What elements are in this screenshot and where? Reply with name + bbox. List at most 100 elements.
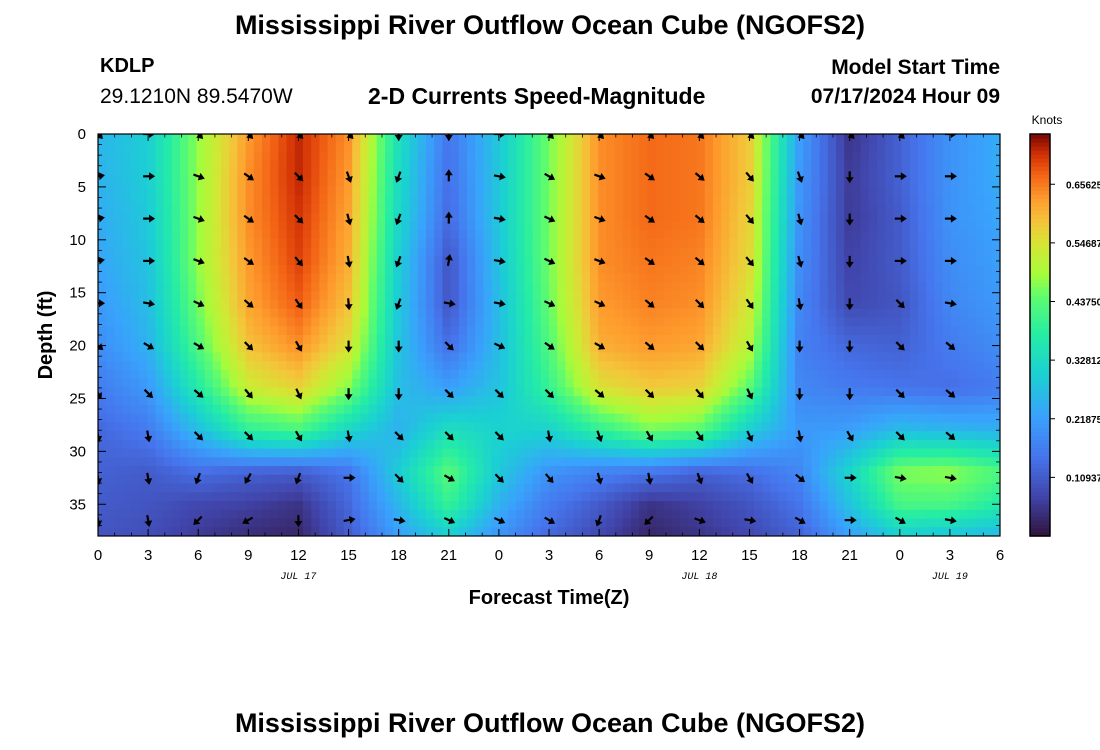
heatmap-cell bbox=[352, 177, 361, 188]
heatmap-cell bbox=[270, 134, 279, 144]
heatmap-cell bbox=[795, 361, 804, 371]
heatmap-cell bbox=[811, 221, 821, 231]
heatmap-cell bbox=[762, 273, 771, 284]
heatmap-cell bbox=[901, 151, 911, 161]
heatmap-cell bbox=[991, 474, 1000, 485]
heatmap-cell bbox=[524, 300, 534, 310]
heatmap-cell bbox=[516, 501, 525, 511]
heatmap-cell bbox=[557, 273, 566, 284]
heatmap-cell bbox=[565, 483, 575, 493]
heatmap-cell bbox=[622, 247, 632, 257]
heatmap-cell bbox=[762, 238, 771, 249]
heatmap-cell bbox=[385, 151, 394, 161]
heatmap-cell bbox=[901, 361, 911, 371]
heatmap-cell bbox=[581, 369, 591, 380]
heatmap-cell bbox=[770, 221, 780, 231]
heatmap-cell bbox=[557, 483, 566, 493]
heatmap-cell bbox=[114, 230, 124, 240]
heatmap-cell bbox=[721, 177, 730, 188]
heatmap-cell bbox=[639, 518, 648, 528]
heatmap-cell bbox=[516, 483, 525, 493]
heatmap-cell bbox=[885, 265, 894, 275]
heatmap-cell bbox=[770, 186, 780, 196]
heatmap-cell bbox=[524, 291, 534, 301]
heatmap-cell bbox=[286, 317, 296, 327]
heatmap-cell bbox=[721, 343, 730, 354]
heatmap-cell bbox=[926, 273, 935, 284]
heatmap-cell bbox=[352, 335, 361, 345]
heatmap-cell bbox=[540, 256, 550, 266]
heatmap-cell bbox=[622, 466, 632, 476]
heatmap-cell bbox=[688, 369, 698, 380]
heatmap-cell bbox=[909, 308, 919, 319]
heatmap-cell bbox=[918, 492, 927, 502]
heatmap-cell bbox=[565, 361, 575, 371]
heatmap-cell bbox=[918, 457, 927, 467]
heatmap-cell bbox=[721, 282, 730, 292]
heatmap-cell bbox=[270, 195, 279, 205]
heatmap-cell bbox=[983, 378, 993, 389]
heatmap-cell bbox=[286, 230, 296, 240]
heatmap-cell bbox=[737, 134, 747, 144]
heatmap-cell bbox=[114, 177, 124, 188]
heatmap-cell bbox=[926, 413, 935, 423]
heatmap-cell bbox=[360, 265, 370, 275]
heatmap-cell bbox=[229, 265, 238, 275]
heatmap-cell bbox=[409, 501, 419, 511]
heatmap-cell bbox=[934, 186, 944, 196]
heatmap-cell bbox=[196, 221, 206, 231]
heatmap-cell bbox=[147, 404, 156, 415]
heatmap-cell bbox=[221, 195, 230, 205]
heatmap-cell bbox=[319, 134, 329, 144]
heatmap-cell bbox=[122, 282, 132, 292]
heatmap-cell bbox=[614, 378, 624, 389]
heatmap-cell bbox=[737, 518, 747, 528]
heatmap-cell bbox=[762, 501, 771, 511]
heatmap-cell bbox=[918, 396, 927, 406]
heatmap-cell bbox=[655, 168, 665, 179]
heatmap-cell bbox=[286, 308, 296, 319]
heatmap-cell bbox=[122, 203, 132, 214]
heatmap-cell bbox=[426, 361, 435, 371]
heatmap-cell bbox=[434, 457, 443, 467]
heatmap-cell bbox=[819, 160, 829, 170]
heatmap-cell bbox=[360, 230, 370, 240]
heatmap-cell bbox=[803, 396, 812, 406]
heatmap-cell bbox=[959, 466, 968, 476]
heatmap-cell bbox=[475, 265, 484, 275]
heatmap-cell bbox=[827, 273, 837, 284]
heatmap-cell bbox=[565, 265, 575, 275]
heatmap-cell bbox=[663, 474, 673, 485]
heatmap-cell bbox=[319, 317, 329, 327]
heatmap-cell bbox=[180, 352, 189, 362]
heatmap-cell bbox=[581, 212, 591, 222]
heatmap-cell bbox=[762, 265, 771, 275]
heatmap-cell bbox=[196, 177, 206, 188]
heatmap-cell bbox=[901, 335, 911, 345]
heatmap-cell bbox=[795, 151, 804, 161]
heatmap-cell bbox=[180, 378, 189, 389]
heatmap-cell bbox=[655, 335, 665, 345]
heatmap-cell bbox=[893, 431, 903, 441]
heatmap-cell bbox=[385, 142, 394, 153]
heatmap-cell bbox=[852, 439, 862, 450]
heatmap-cell bbox=[983, 439, 993, 450]
heatmap-cell bbox=[778, 151, 788, 161]
heatmap-cell bbox=[114, 448, 124, 458]
heatmap-cell bbox=[549, 352, 558, 362]
heatmap-cell bbox=[745, 160, 755, 170]
heatmap-cell bbox=[311, 518, 320, 528]
heatmap-cell bbox=[663, 134, 673, 144]
heatmap-cell bbox=[868, 168, 878, 179]
heatmap-cell bbox=[852, 300, 862, 310]
heatmap-cell bbox=[786, 431, 796, 441]
heatmap-cell bbox=[540, 300, 550, 310]
heatmap-cell bbox=[311, 221, 320, 231]
heatmap-cell bbox=[942, 291, 952, 301]
heatmap-cell bbox=[368, 212, 378, 222]
heatmap-cell bbox=[163, 457, 173, 467]
heatmap-cell bbox=[918, 238, 927, 249]
heatmap-cell bbox=[319, 230, 329, 240]
heatmap-cell bbox=[827, 326, 837, 336]
heatmap-cell bbox=[893, 422, 903, 432]
